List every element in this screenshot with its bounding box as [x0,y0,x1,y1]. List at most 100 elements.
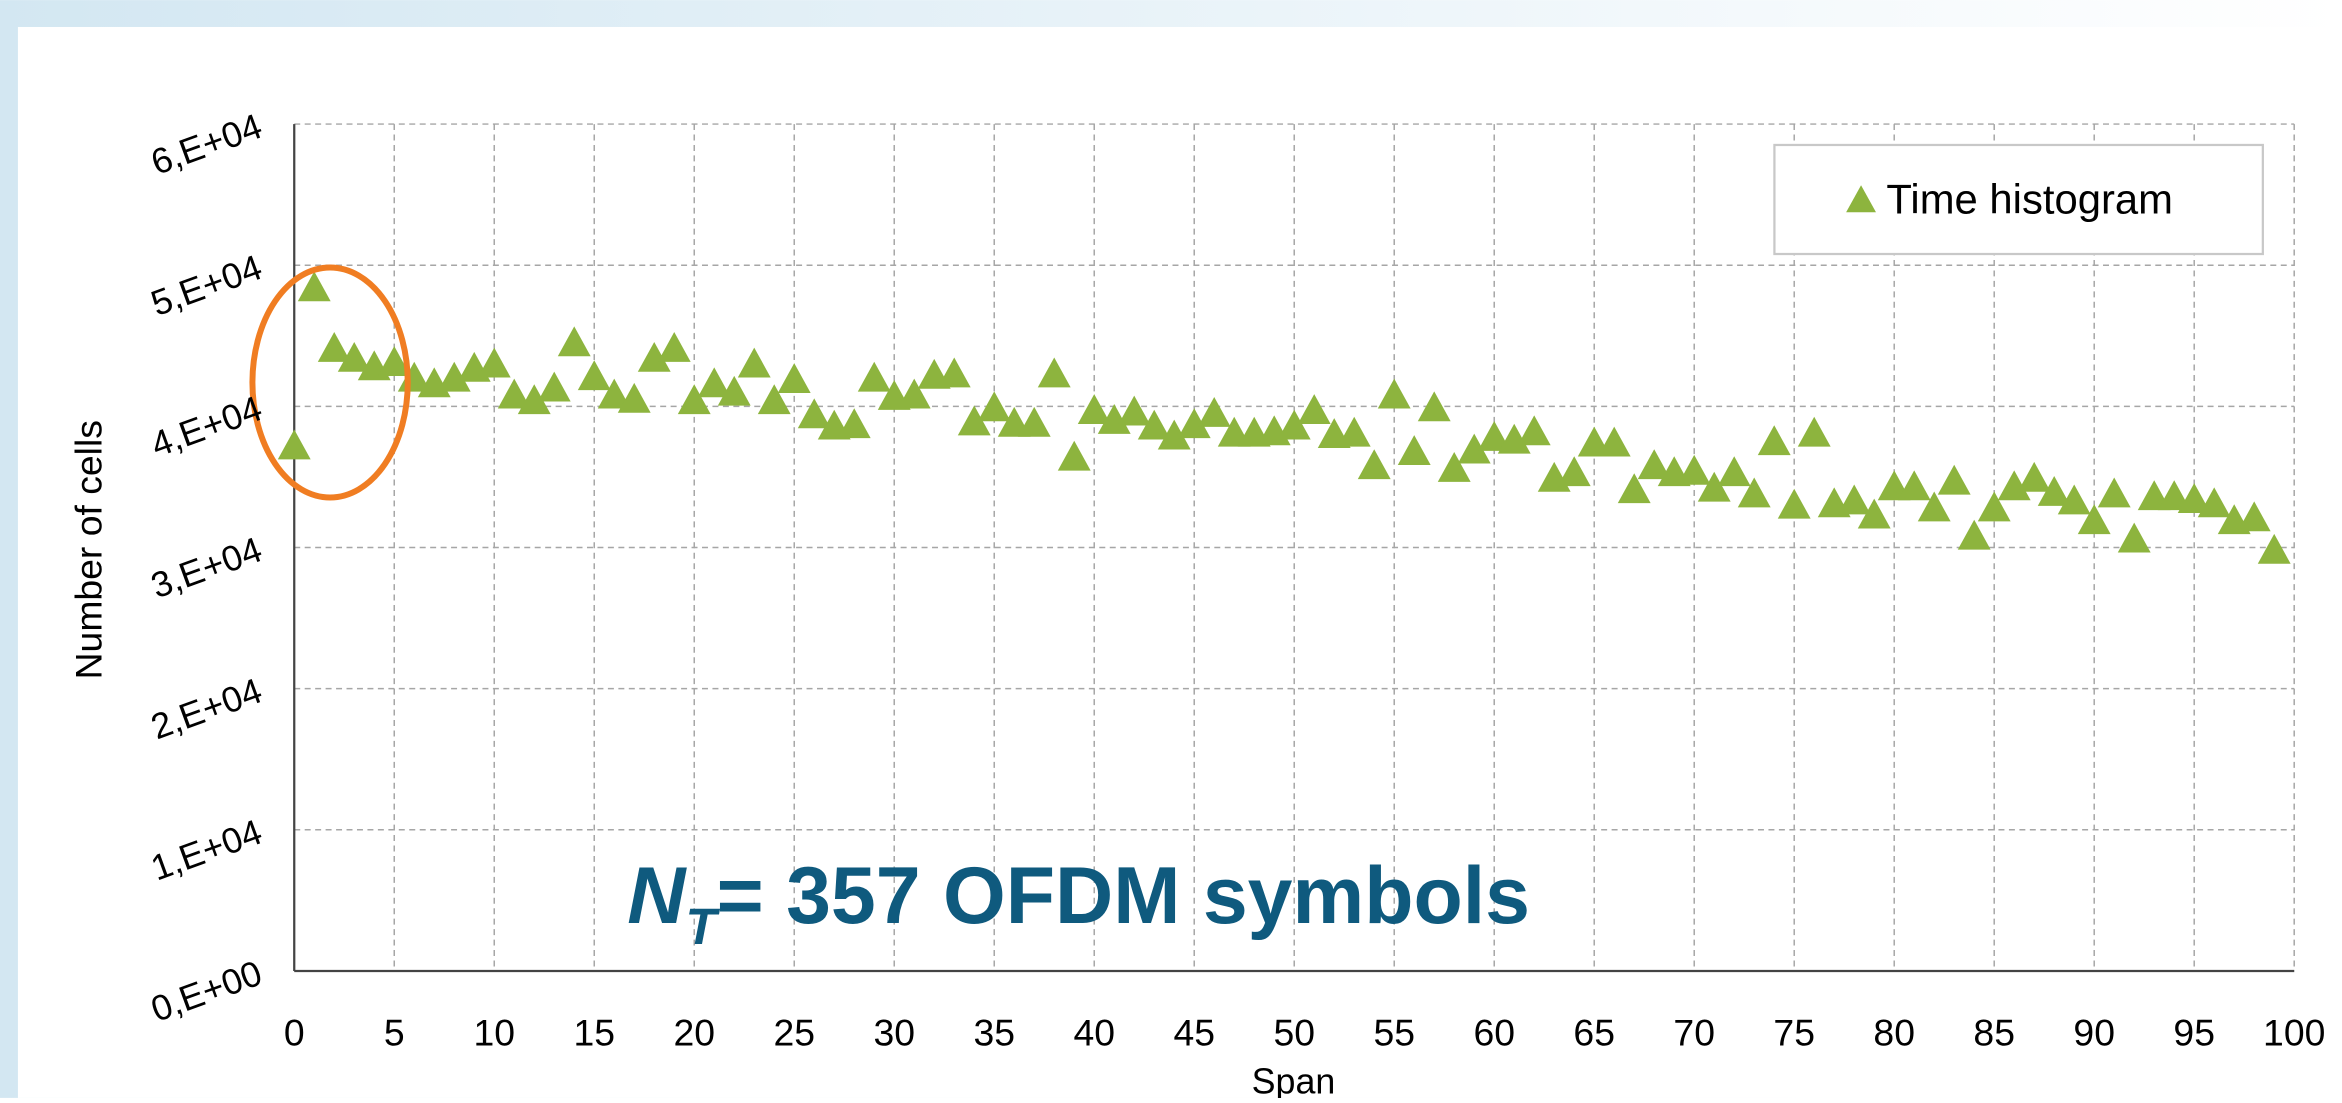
marker [577,360,611,391]
marker [957,405,991,436]
x-tick-label: 50 [1273,1012,1315,1054]
x-tick-label: 40 [1073,1012,1115,1054]
marker [2257,533,2291,564]
marker [1497,423,1531,454]
marker [837,408,871,439]
marker [1417,391,1451,422]
x-tick-label: 60 [1473,1012,1515,1054]
marker [1077,394,1111,425]
marker [2237,501,2271,532]
marker [1277,409,1311,440]
annotation-main: N [627,851,687,941]
x-tick-label: 5 [384,1012,405,1054]
y-axis-label: Number of cells [68,420,110,679]
marker [697,367,731,398]
marker [1617,473,1651,504]
marker [1777,488,1811,519]
marker [797,398,831,429]
x-axis-label: Span [1252,1061,1336,1098]
annotation-subscript: T [686,898,721,955]
marker [937,357,971,388]
marker [537,371,571,402]
marker [1917,491,1951,522]
marker [1737,477,1771,508]
marker [1897,470,1931,501]
marker [757,384,791,415]
marker [377,346,411,377]
marker [897,378,931,409]
marker [677,384,711,415]
x-tick-label: 100 [2263,1012,2325,1054]
marker [1517,415,1551,446]
marker [2117,522,2151,553]
marker [1977,491,2011,522]
marker [2177,483,2211,513]
marker [1857,498,1891,529]
x-tick-label: 20 [673,1012,715,1054]
x-tick-label: 75 [1773,1012,1815,1054]
marker [1137,409,1171,440]
legend-label: Time histogram [1886,176,2173,223]
marker [1697,471,1731,502]
marker [1297,394,1331,425]
x-tick-label: 85 [1973,1012,2015,1054]
marker [297,271,331,302]
marker [2097,477,2131,508]
marker [1557,456,1591,487]
marker [1117,395,1151,426]
marker [1457,433,1491,464]
x-tick-label: 65 [1573,1012,1615,1054]
marker [1057,440,1091,471]
marker [777,363,811,393]
marker [1037,357,1071,388]
marker [617,382,651,413]
marker [2017,461,2051,492]
x-tick-label: 30 [873,1012,915,1054]
marker [317,332,351,362]
x-tick-label: 15 [573,1012,615,1054]
marker [1377,378,1411,409]
marker [557,326,591,357]
marker [1957,519,1991,550]
marker [857,361,891,392]
marker [737,347,771,378]
x-tick-label: 90 [2073,1012,2115,1054]
x-tick-label: 95 [2173,1012,2215,1054]
marker [657,332,691,362]
marker [1397,435,1431,465]
x-tick-label: 45 [1173,1012,1215,1054]
marker [1677,454,1711,485]
marker [1837,484,1871,515]
marker [1797,416,1831,447]
marker [2057,484,2091,515]
marker [1197,396,1231,427]
marker [1757,425,1791,456]
x-tick-label: 70 [1673,1012,1715,1054]
x-tick-label: 35 [973,1012,1015,1054]
marker [1357,449,1391,480]
marker [1097,404,1131,434]
x-tick-label: 80 [1873,1012,1915,1054]
x-tick-label: 0 [284,1012,305,1054]
marker [977,391,1011,422]
marker [1017,406,1051,437]
marker [2157,480,2191,511]
marker [497,378,531,409]
marker [1157,419,1191,450]
marker [337,341,371,372]
highlight-ellipse [249,264,411,501]
marker [1997,470,2031,501]
x-tick-label: 10 [473,1012,515,1054]
marker [717,375,751,406]
marker [2077,504,2111,535]
legend-symbol [1846,185,1876,213]
marker [2197,487,2231,518]
x-tick-label: 25 [773,1012,815,1054]
marker [477,347,511,378]
marker [1477,420,1511,451]
marker [1637,449,1671,480]
legend: Time histogram [1773,143,2264,256]
marker [637,341,671,372]
marker [517,384,551,415]
